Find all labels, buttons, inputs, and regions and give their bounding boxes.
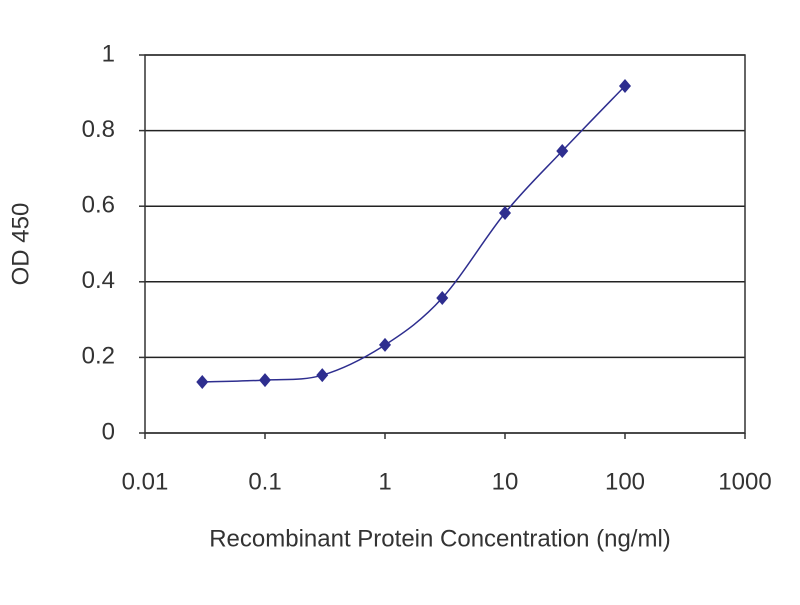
y-tick-label: 0.2 xyxy=(82,343,115,370)
y-tick-label: 0.8 xyxy=(82,116,115,143)
x-tick-label: 100 xyxy=(605,468,645,495)
x-tick-label: 0.1 xyxy=(248,468,281,495)
data-point xyxy=(259,373,271,388)
data-point xyxy=(379,337,391,352)
data-point xyxy=(436,291,449,306)
x-tick-label: 10 xyxy=(492,468,519,495)
data-point xyxy=(499,206,511,221)
data-point xyxy=(316,368,329,383)
x-axis-label: Recombinant Protein Concentration (ng/ml… xyxy=(209,525,671,552)
y-tick-label: 1 xyxy=(102,40,115,67)
x-tick-label: 1000 xyxy=(718,468,771,495)
x-tick-label: 1 xyxy=(378,468,391,495)
x-tick-label: 0.01 xyxy=(122,468,169,495)
plot-frame xyxy=(144,54,746,434)
y-tick-label: 0.4 xyxy=(82,267,115,294)
data-point xyxy=(619,78,631,93)
y-axis-label: OD 450 xyxy=(7,203,34,286)
data-point xyxy=(556,144,569,159)
y-tick-label: 0 xyxy=(102,418,115,445)
y-tick-label: 0.6 xyxy=(82,192,115,219)
data-point xyxy=(196,374,209,389)
